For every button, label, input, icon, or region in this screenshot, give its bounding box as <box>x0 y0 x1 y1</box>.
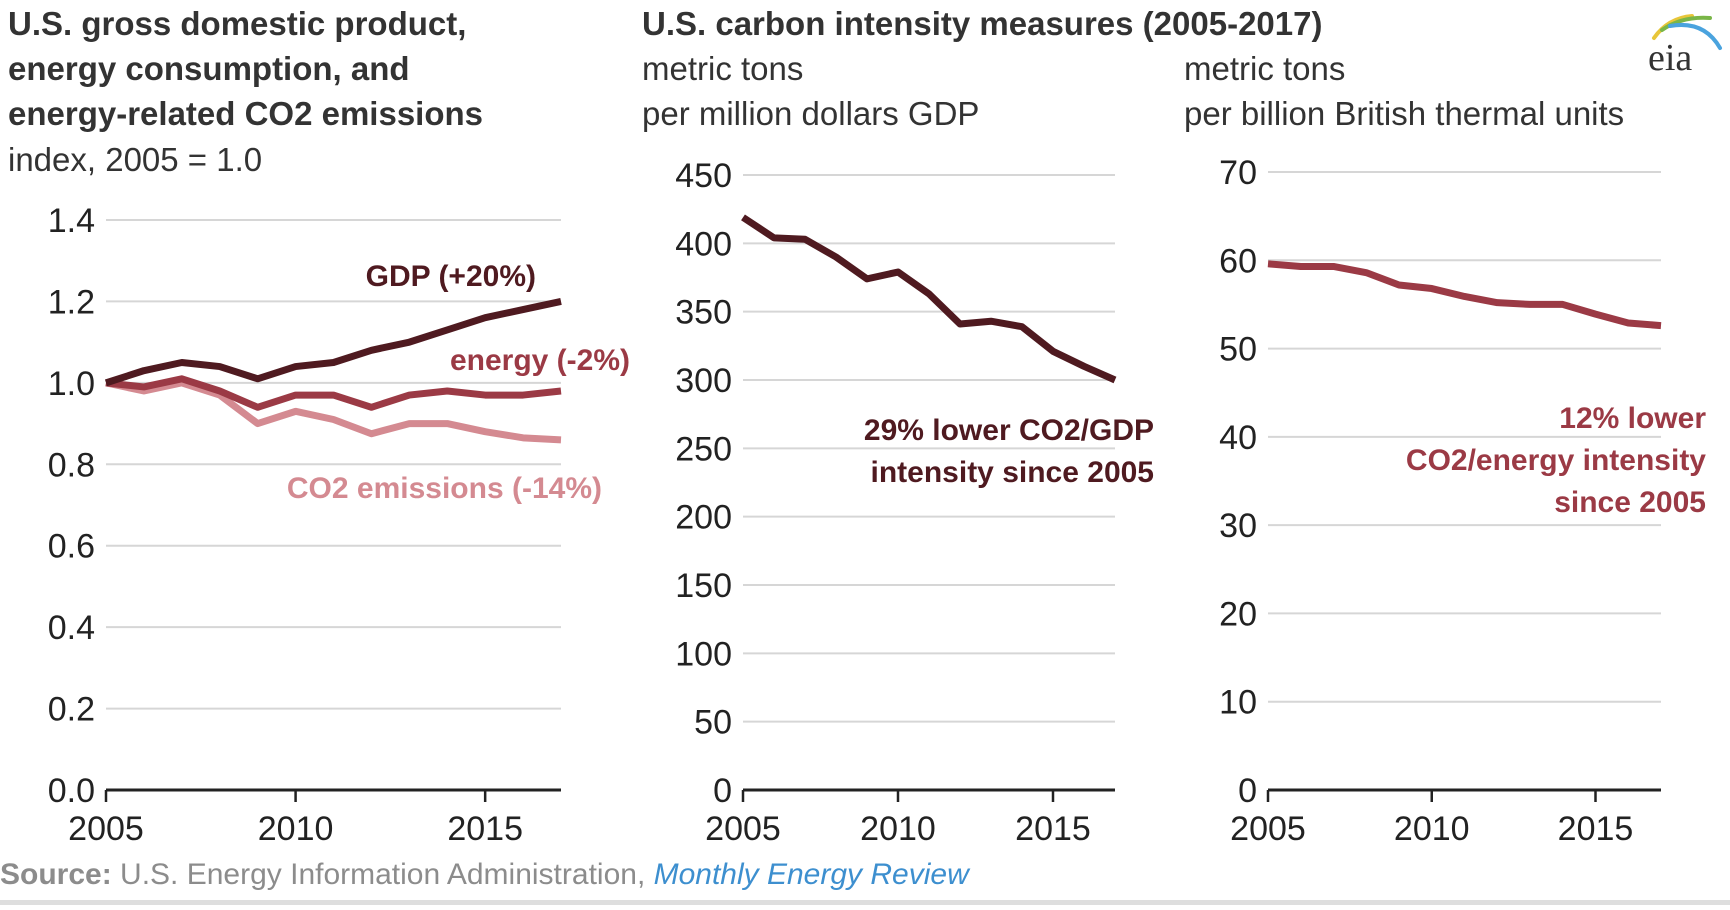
y-tick-label: 200 <box>675 499 732 537</box>
middle-chart-unit-line-2: per million dollars GDP <box>642 95 980 132</box>
x-tick-label: 2010 <box>860 810 936 848</box>
middle-chart-unit-line-1: metric tons <box>642 50 804 87</box>
x-tick-label: 2015 <box>447 810 523 848</box>
series-line-gdp <box>104 298 562 387</box>
y-tick-label: 0.8 <box>48 446 95 484</box>
series-line-intensity_energy <box>1267 260 1662 330</box>
x-tick-label: 2005 <box>705 810 781 848</box>
left-chart-title-line-1: U.S. gross domestic product, <box>8 5 467 42</box>
series-line-co2 <box>105 379 562 444</box>
co2-gdp-intensity-chart: 0 50 100 150 200 250 300 350 400 450 2005 2010 2015 2… <box>675 157 1154 848</box>
y-tick-label: 50 <box>1219 331 1257 369</box>
source-label: Source: <box>0 858 112 891</box>
eia-logo-text: eia <box>1648 37 1692 76</box>
eia-logo-icon: eia <box>1648 14 1722 79</box>
annotation-line: intensity since 2005 <box>871 456 1154 489</box>
left-chart-title-line-2: energy consumption, and <box>8 50 410 87</box>
y-tick-label: 300 <box>675 362 732 400</box>
right-chart-unit-line-1: metric tons <box>1184 50 1346 87</box>
y-tick-label: 0 <box>1238 772 1257 810</box>
y-tick-label: 0.2 <box>48 691 95 729</box>
gdp-energy-co2-chart: 0.0 0.2 0.4 0.6 0.8 1.0 1.2 1.4 2005 2010 2015 GDP … <box>48 202 630 848</box>
annotation-intensity_energy: 12% lower CO2/energy intensity since 2005 <box>1406 402 1706 519</box>
annotation-line: CO2/energy intensity <box>1406 444 1706 477</box>
x-tick-label: 2005 <box>1230 810 1306 848</box>
y-tick-label: 1.0 <box>48 365 95 403</box>
annotation-energy: energy (-2%) <box>450 344 630 377</box>
annotation-intensity_gdp: 29% lower CO2/GDP intensity since 2005 <box>864 414 1154 489</box>
left-chart-title-line-3: energy-related CO2 emissions <box>8 95 484 132</box>
x-tick-label: 2010 <box>258 810 334 848</box>
y-tick-label: 30 <box>1219 507 1257 545</box>
co2-energy-intensity-chart: 0 10 20 30 40 50 60 70 2005 2010 2015 12% lower CO2/… <box>1219 154 1706 848</box>
y-tick-label: 50 <box>694 704 732 742</box>
y-tick-label: 0 <box>713 772 732 810</box>
y-tick-label: 250 <box>675 430 732 468</box>
y-tick-label: 400 <box>675 225 732 263</box>
y-tick-label: 1.2 <box>48 283 95 321</box>
y-tick-label: 1.4 <box>48 202 95 240</box>
y-tick-label: 100 <box>675 635 732 673</box>
y-tick-label: 150 <box>675 567 732 605</box>
x-tick-label: 2005 <box>68 810 144 848</box>
annotation-line: since 2005 <box>1554 486 1706 519</box>
series-line-energy <box>105 375 562 411</box>
y-tick-label: 0.6 <box>48 528 95 566</box>
y-tick-label: 60 <box>1219 242 1257 280</box>
annotation-line: 29% lower CO2/GDP <box>864 414 1154 447</box>
y-tick-label: 350 <box>675 294 732 332</box>
right-chart-unit-line-2: per billion British thermal units <box>1184 95 1625 132</box>
y-tick-label: 0.4 <box>48 609 95 647</box>
y-tick-label: 0.0 <box>48 772 95 810</box>
annotation-co2: CO2 emissions (-14%) <box>287 472 602 505</box>
source-note: Source: U.S. Energy Information Administ… <box>0 858 969 892</box>
annotation-gdp: GDP (+20%) <box>366 260 536 293</box>
series-line-intensity_gdp <box>741 214 1117 384</box>
y-tick-label: 450 <box>675 157 732 195</box>
left-chart-subtitle: index, 2005 = 1.0 <box>8 141 263 178</box>
y-tick-label: 20 <box>1219 595 1257 633</box>
y-tick-label: 10 <box>1219 684 1257 722</box>
x-tick-label: 2010 <box>1394 810 1470 848</box>
source-text: U.S. Energy Information Administration, <box>111 858 654 891</box>
y-tick-label: 70 <box>1219 154 1257 192</box>
right-chart-title: U.S. carbon intensity measures (2005-201… <box>642 5 1323 42</box>
eia-logo: eia <box>1634 6 1724 79</box>
footer-divider <box>0 900 1730 905</box>
y-tick-label: 40 <box>1219 419 1257 457</box>
x-tick-label: 2015 <box>1015 810 1091 848</box>
source-link[interactable]: Monthly Energy Review <box>653 858 969 891</box>
x-tick-label: 2015 <box>1558 810 1634 848</box>
annotation-line: 12% lower <box>1559 402 1706 435</box>
